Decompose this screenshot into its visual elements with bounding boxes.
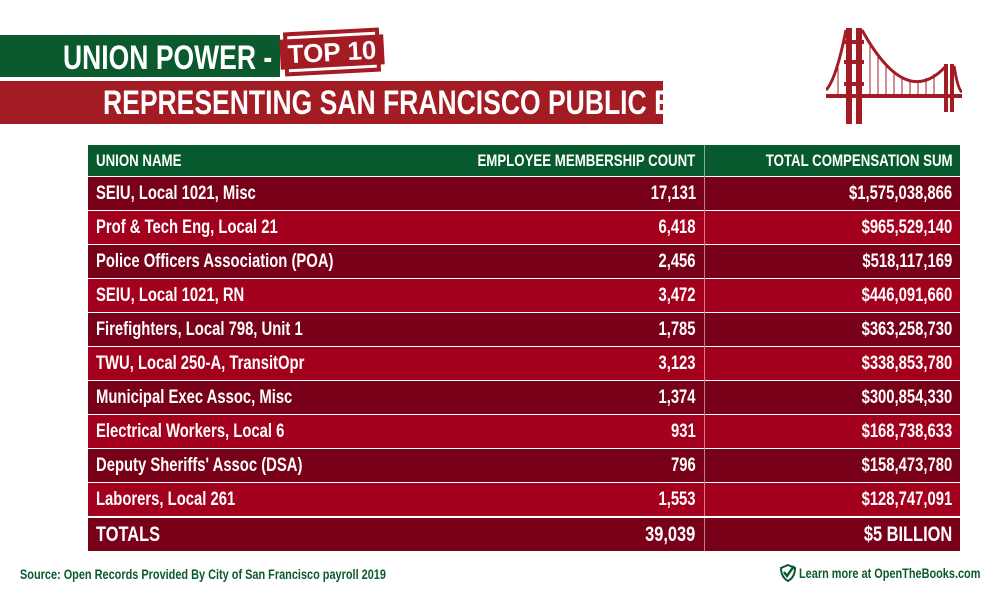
cell-compensation-sum: $1,575,038,866	[703, 176, 961, 211]
source-note: Source: Open Records Provided By City of…	[20, 566, 386, 582]
totals-compensation: $5 BILLION	[703, 516, 961, 551]
table-row: Firefighters, Local 798, Unit 1 1,785 $363…	[88, 312, 961, 347]
cell-membership-count: 6,418	[408, 210, 705, 245]
table-row: Municipal Exec Assoc, Misc 1,374 $300,854,…	[88, 380, 961, 415]
column-header-union-name: UNION NAME	[88, 145, 409, 177]
table-row: Electrical Workers, Local 6 931 $168,738,6…	[88, 414, 961, 449]
cell-membership-count: 17,131	[408, 176, 705, 211]
title-band-green	[0, 35, 280, 77]
shield-check-icon	[780, 564, 796, 582]
cell-union-name: TWU, Local 250-A, TransitOpr	[88, 346, 409, 381]
table-row: Deputy Sheriffs' Assoc (DSA) 796 $158,473,…	[88, 448, 961, 483]
totals-label: TOTALS	[88, 516, 409, 551]
cell-membership-count: 1,553	[408, 482, 705, 517]
table-header-row: UNION NAME EMPLOYEE MEMBERSHIP COUNT TOT…	[88, 145, 961, 177]
totals-membership: 39,039	[408, 516, 705, 551]
table-row: SEIU, Local 1021, Misc 17,131 $1,575,038,8…	[88, 176, 961, 211]
title-line-1: UNION POWER -	[62, 39, 272, 77]
table-row: Police Officers Association (POA) 2,456 $5…	[88, 244, 961, 279]
golden-gate-bridge-icon	[826, 28, 962, 124]
cell-membership-count: 2,456	[408, 244, 705, 279]
cell-union-name: SEIU, Local 1021, RN	[88, 278, 409, 313]
column-header-membership: EMPLOYEE MEMBERSHIP COUNT	[408, 145, 705, 177]
cell-compensation-sum: $300,854,330	[703, 380, 961, 415]
cell-compensation-sum: $965,529,140	[703, 210, 961, 245]
cell-union-name: Prof & Tech Eng, Local 21	[88, 210, 409, 245]
cell-union-name: Laborers, Local 261	[88, 482, 409, 517]
cell-union-name: Electrical Workers, Local 6	[88, 414, 409, 449]
table-row: SEIU, Local 1021, RN 3,472 $446,091,660	[88, 278, 961, 313]
cell-compensation-sum: $446,091,660	[703, 278, 961, 313]
cell-compensation-sum: $363,258,730	[703, 312, 961, 347]
cell-compensation-sum: $338,853,780	[703, 346, 961, 381]
column-header-compensation: TOTAL COMPENSATION SUM	[703, 145, 961, 177]
cell-compensation-sum: $158,473,780	[703, 448, 961, 483]
table-row: Prof & Tech Eng, Local 21 6,418 $965,529,1…	[88, 210, 961, 245]
title-band-red	[0, 81, 663, 124]
cell-membership-count: 1,374	[408, 380, 705, 415]
cell-membership-count: 3,472	[408, 278, 705, 313]
cell-union-name: Deputy Sheriffs' Assoc (DSA)	[88, 448, 409, 483]
learn-more-link[interactable]: Learn more at OpenTheBooks.com	[780, 564, 983, 582]
cell-membership-count: 1,785	[408, 312, 705, 347]
totals-row: TOTALS 39,039 $5 BILLION	[88, 516, 961, 551]
cell-compensation-sum: $128,747,091	[703, 482, 961, 517]
union-table: UNION NAME EMPLOYEE MEMBERSHIP COUNT TOT…	[88, 145, 961, 551]
cell-membership-count: 3,123	[408, 346, 705, 381]
cell-compensation-sum: $168,738,633	[703, 414, 961, 449]
cell-union-name: Police Officers Association (POA)	[88, 244, 409, 279]
title-line-2: REPRESENTING SAN FRANCISCO PUBLIC EMPLOY…	[103, 84, 820, 122]
cell-union-name: Municipal Exec Assoc, Misc	[88, 380, 409, 415]
cell-membership-count: 796	[408, 448, 705, 483]
cell-membership-count: 931	[408, 414, 705, 449]
cell-union-name: SEIU, Local 1021, Misc	[88, 176, 409, 211]
top10-stamp: TOP 10	[278, 27, 386, 77]
cell-compensation-sum: $518,117,169	[703, 244, 961, 279]
cell-union-name: Firefighters, Local 798, Unit 1	[88, 312, 409, 347]
table-row: TWU, Local 250-A, TransitOpr 3,123 $338,85…	[88, 346, 961, 381]
table-row: Laborers, Local 261 1,553 $128,747,091	[88, 482, 961, 517]
